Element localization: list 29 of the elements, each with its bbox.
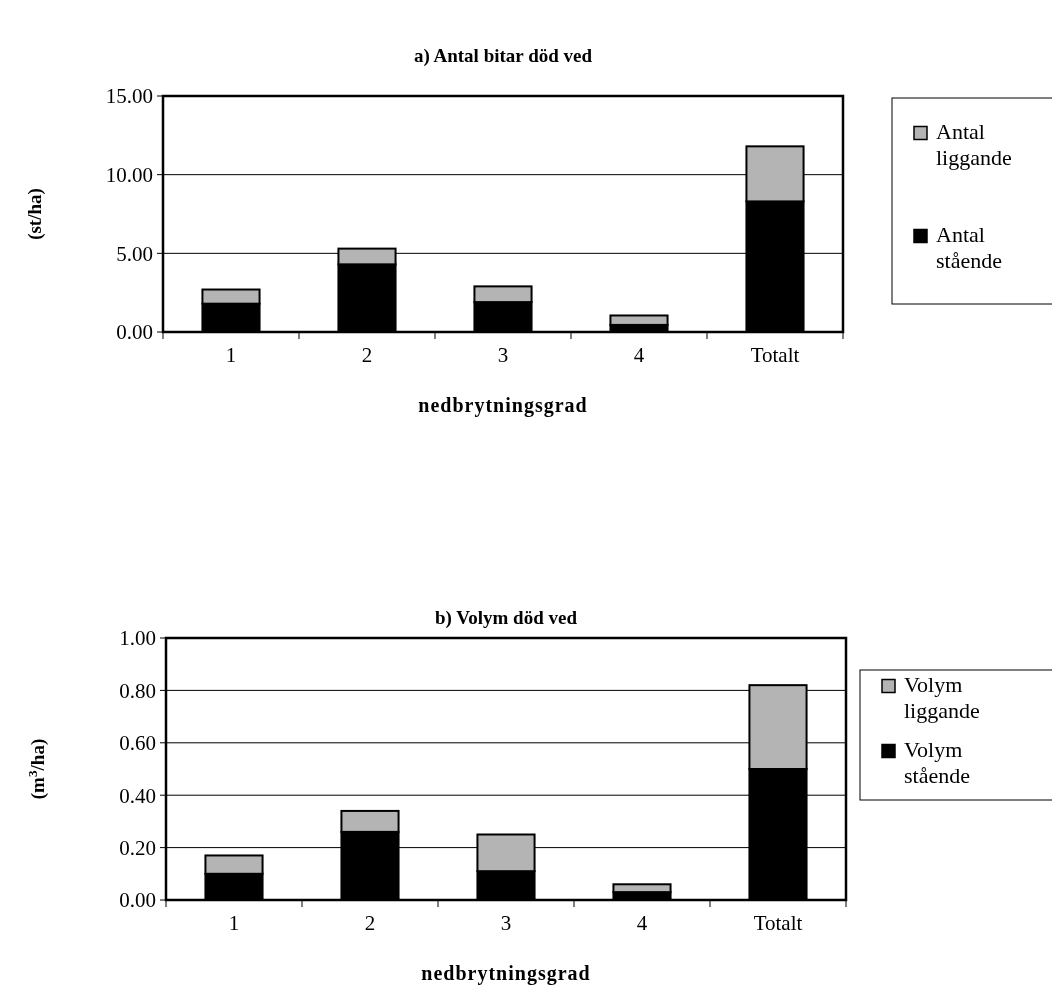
- x-axis-title: nedbrytningsgrad: [421, 962, 591, 985]
- legend-label: Volym stående: [904, 736, 970, 788]
- chart-title: b) Volym död ved: [434, 607, 578, 629]
- y-tick-label: 0.80: [119, 678, 156, 703]
- legend-label: Volym liggande: [904, 671, 980, 723]
- y-tick-label: 0.00: [116, 320, 153, 345]
- y-tick-label: 0.20: [119, 835, 156, 860]
- legend-label: Antal stående: [936, 221, 1002, 273]
- legend-label: Antal liggande: [936, 118, 1012, 170]
- x-tick-label: 4: [636, 911, 648, 935]
- x-axis-title: nedbrytningsgrad: [418, 394, 588, 417]
- x-tick-label: Totalt: [750, 343, 800, 367]
- x-tick-label: 4: [633, 343, 645, 367]
- x-tick-label: Totalt: [753, 911, 803, 935]
- y-tick-label: 15.00: [105, 84, 153, 109]
- x-tick-label: 1: [225, 343, 237, 367]
- x-tick-label: 3: [497, 343, 509, 367]
- y-tick-label: 1.00: [119, 626, 156, 651]
- x-tick-label: 3: [500, 911, 512, 935]
- y-tick-label: 0.60: [119, 731, 156, 756]
- x-tick-label: 2: [364, 911, 376, 935]
- y-axis-title: (st/ha): [24, 188, 46, 240]
- y-tick-label: 0.00: [119, 888, 156, 913]
- x-tick-label: 2: [361, 343, 373, 367]
- y-tick-label: 10.00: [105, 163, 153, 188]
- x-tick-label: 1: [228, 911, 240, 935]
- chart-title: a) Antal bitar död ved: [413, 45, 593, 67]
- y-tick-label: 5.00: [116, 241, 153, 266]
- y-tick-label: 0.40: [119, 783, 156, 808]
